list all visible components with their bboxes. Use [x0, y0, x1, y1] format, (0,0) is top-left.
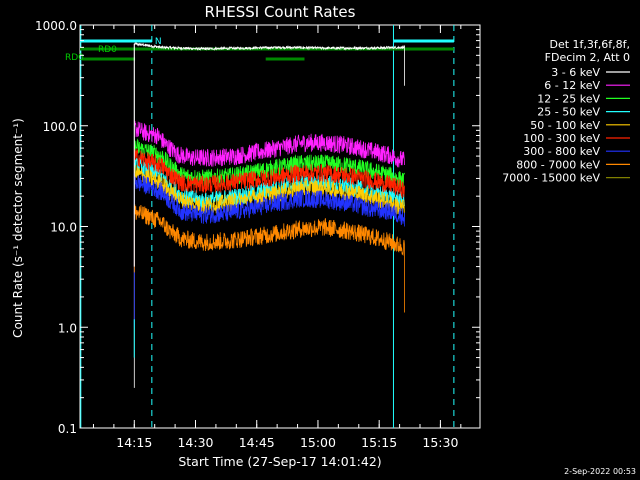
y-tick-label: 1.0 [58, 321, 77, 335]
x-tick-label: 15:30 [422, 435, 458, 450]
series-line-0 [133, 41, 405, 388]
x-tick-label: 15:00 [300, 435, 336, 450]
series-line-5 [133, 148, 405, 199]
x-tick-label: 14:30 [177, 435, 213, 450]
night-label: N [155, 37, 162, 47]
footer-timestamp: 2-Sep-2022 00:53 [564, 467, 636, 476]
series-line-1 [133, 119, 405, 168]
x-axis-ticks: 14:15 14:30 14:45 15:00 15:15 15:30 [92, 25, 462, 450]
plot-frame [79, 24, 481, 429]
x-tick-label: 14:15 [116, 435, 152, 450]
plot-border [79, 24, 481, 429]
legend-entry-label: 12 - 25 keV [537, 92, 600, 105]
time-markers: N RD0 RD0 [65, 25, 455, 428]
series-lines [133, 41, 405, 388]
x-axis-label: Start Time (27-Sep-17 14:01:42) [178, 454, 381, 469]
legend-entry-label: 100 - 300 keV [523, 132, 600, 145]
y-axis-ticks: 0.1 1.0 10.0 100.0 1000.0 [35, 19, 480, 436]
legend-entry-label: 300 - 800 keV [523, 145, 600, 158]
legend-entry-label: 6 - 12 keV [544, 79, 600, 92]
legend-entry-label: 7000 - 15000 keV [502, 172, 600, 185]
legend-header: Det 1f,3f,6f,8f, [549, 38, 630, 51]
legend-header: FDecim 2, Att 0 [545, 51, 630, 64]
series-line-7 [133, 204, 405, 313]
attenuator-label: RD0 [98, 45, 117, 55]
legend-entry-label: 3 - 6 keV [551, 66, 600, 79]
legend: Det 1f,3f,6f,8f,FDecim 2, Att 0 3 - 6 keV… [502, 38, 630, 185]
y-tick-label: 100.0 [43, 120, 77, 134]
y-tick-label: 10.0 [50, 221, 77, 235]
x-tick-label: 14:45 [239, 435, 275, 450]
attenuator-label: RD0 [65, 53, 84, 63]
legend-entry-label: 50 - 100 keV [530, 119, 600, 132]
legend-entry-label: 800 - 7000 keV [516, 158, 600, 171]
x-tick-label: 15:15 [361, 435, 397, 450]
chart-title: RHESSI Count Rates [205, 3, 356, 21]
y-tick-label: 0.1 [58, 422, 77, 436]
series-line-3 [133, 158, 405, 209]
y-tick-label: 1000.0 [35, 19, 77, 33]
legend-entry-label: 25 - 50 keV [537, 106, 600, 119]
y-axis-label: Count Rate (s⁻¹ detector segment⁻¹) [11, 118, 25, 338]
series-line-6 [133, 172, 405, 328]
